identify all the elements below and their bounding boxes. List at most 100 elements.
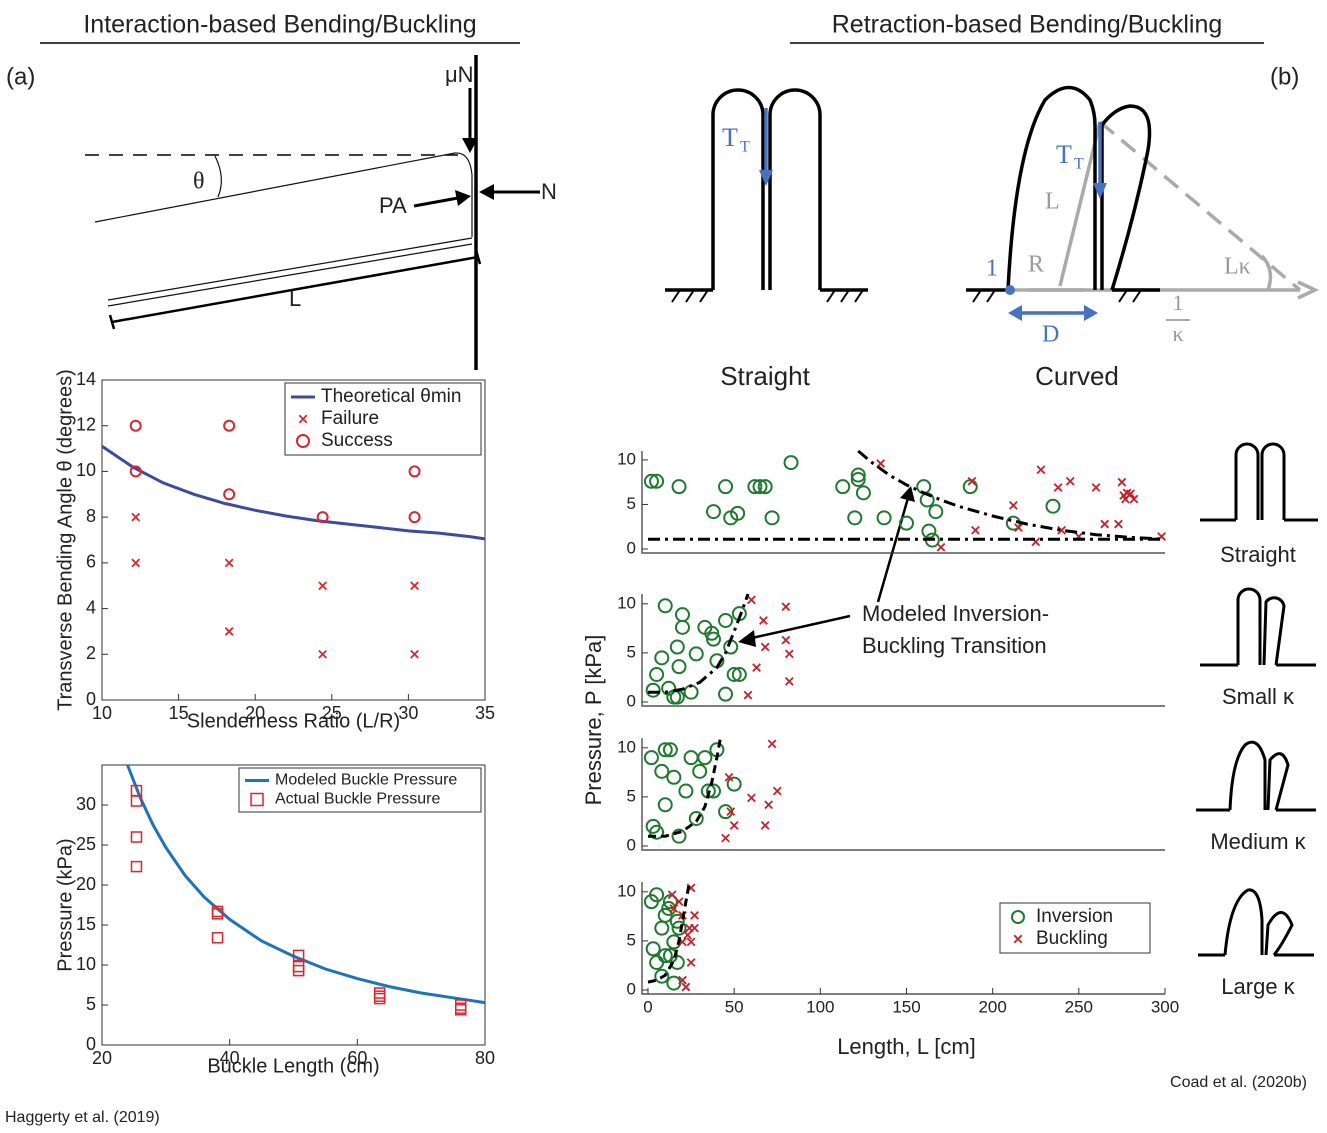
tension-label: T [722, 123, 738, 152]
marker-circle [671, 659, 687, 675]
panel-label: Straight [1220, 542, 1296, 567]
citation: Coad et al. (2020b) [1170, 1074, 1307, 1091]
marker-circle [876, 510, 892, 526]
panel-label: Large κ [1221, 974, 1295, 999]
x-tick-label: 80 [475, 1048, 495, 1068]
marker-circle [1011, 910, 1025, 924]
marker-circle [654, 968, 670, 984]
marker-circle [643, 473, 659, 489]
marker-x [721, 833, 730, 843]
y-tick-label: 4 [86, 597, 96, 617]
marker-x [690, 923, 699, 933]
x-tick-label: 35 [475, 703, 495, 723]
marker-circle [916, 479, 932, 495]
y-tick-label: 2 [86, 643, 96, 663]
x-tick-label: 15 [169, 703, 189, 723]
mini-icon [1200, 442, 1318, 522]
marker-square [130, 795, 143, 807]
marker-circle [928, 504, 944, 520]
marker-x [743, 690, 753, 700]
marker-circle [850, 467, 866, 483]
marker-circle [921, 523, 937, 539]
marker-square [292, 964, 305, 977]
y-tick-label: 14 [76, 369, 96, 389]
x-tick-label: 50 [725, 997, 744, 1016]
marker-square [211, 908, 224, 920]
marker-circle [654, 920, 670, 936]
marker-circle [654, 650, 670, 666]
marker-circle [671, 828, 687, 844]
arrow [413, 196, 459, 208]
x-tick-label: 150 [892, 997, 920, 1016]
marker-x [764, 800, 774, 810]
length-dimension [108, 249, 482, 330]
marker-circle [661, 901, 677, 917]
marker-x [747, 793, 756, 803]
marker-square [211, 932, 224, 944]
x-tick-label: 20 [245, 703, 265, 723]
diagram-curved: T T L R 1 D Lκ 1 κ Curved [966, 85, 1320, 391]
tension-subscript: T [1074, 156, 1084, 173]
robot-body [1006, 85, 1097, 291]
marker-x [686, 958, 696, 967]
marker-x [298, 414, 308, 424]
marker-circle [662, 742, 678, 758]
panel-label: Small κ [1222, 684, 1295, 709]
y-tick-label: 5 [86, 994, 96, 1014]
marker-circle [408, 511, 421, 524]
axis-line [641, 594, 1165, 707]
arrowhead [759, 170, 773, 186]
arrowhead [455, 190, 471, 206]
marker-circle [688, 811, 704, 827]
series-line [648, 593, 750, 694]
marker-x [752, 663, 761, 673]
point [1005, 285, 1015, 295]
marker-circle [645, 682, 661, 698]
marker-x [784, 649, 794, 659]
panel-letter: (b) [1270, 63, 1299, 90]
marker-x [318, 649, 327, 659]
marker-circle [129, 465, 142, 478]
marker-x [760, 642, 770, 652]
marker-x [318, 581, 327, 591]
y-axis-label: Pressure, P [kPa] [581, 635, 606, 806]
marker-circle [726, 776, 742, 792]
legend-label: Buckling [1036, 928, 1108, 949]
annotation-text: Modeled Inversion- [862, 601, 1049, 626]
marker-x [1091, 483, 1101, 492]
marker-circle [643, 750, 659, 766]
marker-x [760, 820, 770, 830]
arrowhead [479, 184, 494, 200]
marker-x [1117, 477, 1127, 487]
y-tick-label: 10 [617, 449, 636, 468]
legend-box [999, 902, 1151, 954]
marker-x [1100, 519, 1110, 529]
arrowhead [462, 138, 478, 153]
marker-x [747, 595, 756, 605]
marker-circle [678, 783, 694, 799]
force-label: N [541, 179, 557, 204]
ground-hatch [671, 289, 864, 303]
marker-square [454, 1004, 467, 1016]
y-tick-label: 10 [76, 954, 96, 974]
x-tick-label: 40 [220, 1048, 240, 1068]
marker-x [1013, 934, 1023, 944]
marker-circle [649, 887, 665, 903]
axis-line [641, 882, 1165, 995]
y-tick-label: 8 [86, 506, 96, 526]
marker-circle [669, 639, 685, 655]
mini-icon [1200, 587, 1316, 667]
marker-x [410, 649, 419, 659]
arc-label: Lκ [1224, 254, 1251, 280]
legend-label: Success [321, 430, 393, 451]
annotation-arrow [751, 497, 910, 640]
marker-circle [855, 485, 871, 501]
y-tick-label: 30 [76, 794, 96, 814]
marker-circle [705, 504, 721, 520]
x-axis-label: Length, L [cm] [837, 1034, 976, 1059]
marker-circle [718, 479, 734, 495]
y-tick-label: 5 [627, 642, 636, 661]
marker-circle [688, 646, 704, 662]
marker-x [131, 512, 141, 522]
legend-box [284, 382, 482, 456]
